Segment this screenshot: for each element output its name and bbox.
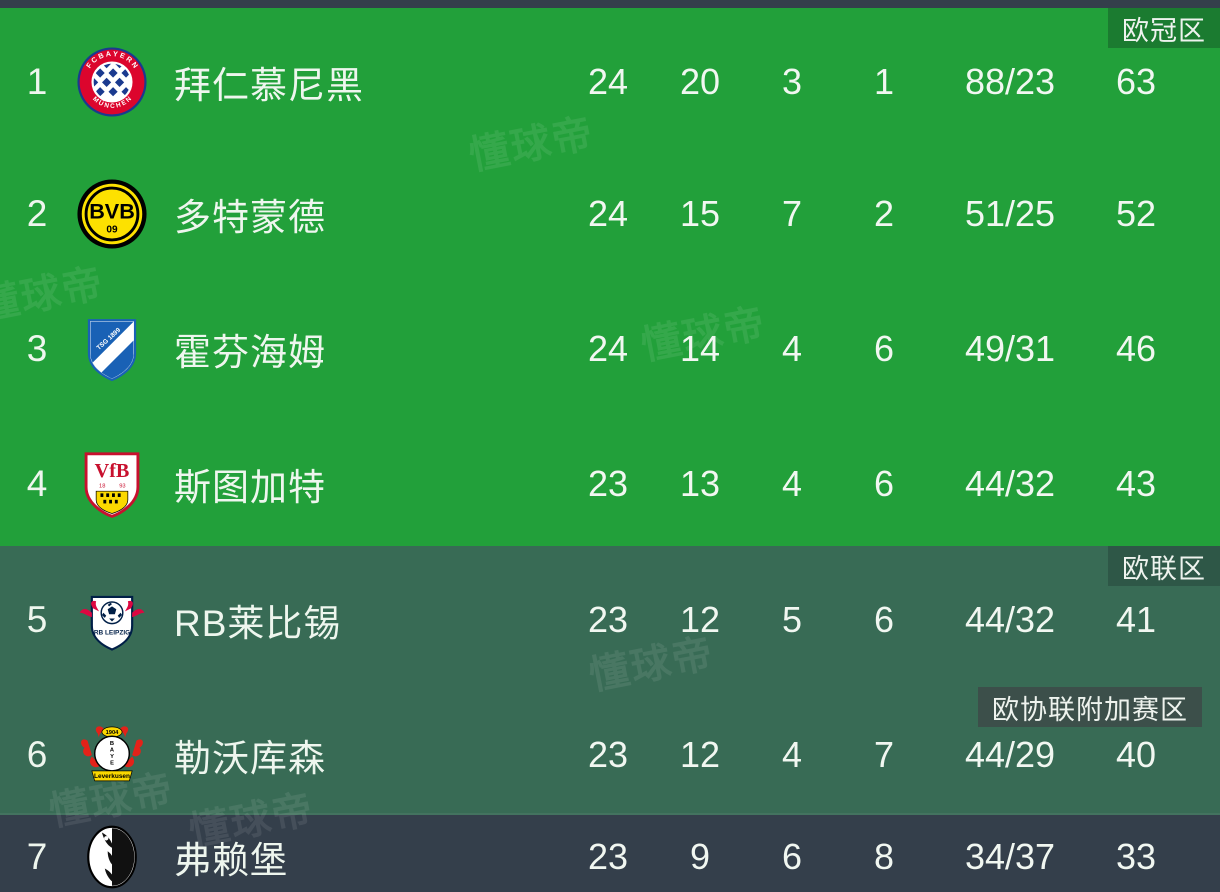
points: 33 [1115,836,1157,877]
matches-lost: 1 [873,60,895,102]
remaining-zone-band [0,815,1220,892]
rank-number: 4 [26,462,48,504]
matches-played: 23 [587,598,629,640]
rank-number: 2 [26,192,48,234]
svg-text:93: 93 [119,483,125,489]
svg-text:09: 09 [106,224,118,235]
goals-for-against: 88/23 [964,60,1056,102]
matches-drawn: 4 [781,327,803,369]
table-row[interactable]: 6 1904 B A Y E Leverkusen [0,687,1220,822]
team-name: 弗赖堡 [174,840,288,881]
svg-text:1904: 1904 [106,730,120,736]
matches-lost: 7 [873,733,895,775]
table-row[interactable]: 4 VfB 18 93 斯图加特 23 13 4 6 4 [0,416,1220,551]
matches-drawn: 3 [781,60,803,102]
svg-text:BVB: BVB [89,198,135,223]
vfb-stuttgart-crest: VfB 18 93 [74,446,150,522]
rank-number: 3 [26,327,48,369]
goals-for-against: 51/25 [964,192,1056,234]
matches-won: 12 [679,733,721,775]
svg-text:VfB: VfB [95,459,130,481]
matches-lost: 6 [873,598,895,640]
matches-played: 24 [587,60,629,102]
rank-number: 1 [26,60,48,102]
team-name: 勒沃库森 [174,737,326,779]
borussia-dortmund-crest: BVB 09 [74,176,150,252]
matches-drawn: 6 [781,836,803,877]
matches-lost: 2 [873,192,895,234]
matches-played: 23 [587,836,629,877]
points: 43 [1115,462,1157,504]
goals-for-against: 44/32 [964,598,1056,640]
matches-drawn: 4 [781,462,803,504]
europa-league-zone-band [0,546,1220,815]
matches-won: 20 [679,60,721,102]
rank-number: 7 [26,836,48,877]
zone-badge-europa-league: 欧联区 [1108,546,1220,586]
svg-text:E: E [110,760,114,766]
points: 40 [1115,733,1157,775]
champions-league-zone-band [0,8,1220,546]
rank-number: 5 [26,598,48,640]
matches-won: 12 [679,598,721,640]
table-row[interactable]: 2 BVB 09 多特蒙德 24 15 7 2 51/25 52 [0,146,1220,281]
matches-played: 24 [587,192,629,234]
bayer-leverkusen-crest: 1904 B A Y E Leverkusen [74,717,150,793]
bayern-munich-crest: F C B A Y E R N M Ü N C H E N [74,44,150,120]
matches-played: 24 [587,327,629,369]
team-name: 多特蒙德 [174,196,326,238]
matches-won: 13 [679,462,721,504]
zone-divider [0,813,1220,815]
team-name: 斯图加特 [174,466,326,508]
svg-text:Leverkusen: Leverkusen [94,773,130,780]
matches-drawn: 7 [781,192,803,234]
points: 41 [1115,598,1157,640]
svg-text:RB LEIPZIG: RB LEIPZIG [94,629,130,636]
table-row[interactable]: 7 弗赖堡 23 9 6 8 34/37 33 [0,822,1220,892]
matches-played: 23 [587,733,629,775]
matches-won: 9 [689,836,711,877]
goals-for-against: 44/29 [964,733,1056,775]
rank-number: 6 [26,733,48,775]
points: 46 [1115,327,1157,369]
svg-text:A: A [110,747,114,753]
table-row[interactable]: 1 [0,14,1220,149]
matches-drawn: 4 [781,733,803,775]
hoffenheim-crest: TSG 1899 Hoffenheim [74,311,150,387]
matches-won: 14 [679,327,721,369]
goals-for-against: 49/31 [964,327,1056,369]
matches-played: 23 [587,462,629,504]
table-row[interactable]: 3 TSG 1899 Hoffenheim 霍芬海姆 24 14 4 6 49/… [0,281,1220,416]
table-row[interactable]: 5 RB LEIPZIG [0,552,1220,687]
team-name: RB莱比锡 [174,602,342,644]
goals-for-against: 34/37 [964,836,1056,877]
zone-badge-champions-league: 欧冠区 [1108,8,1220,48]
matches-won: 15 [679,192,721,234]
sc-freiburg-crest [74,819,150,892]
matches-lost: 8 [873,836,895,877]
points: 52 [1115,192,1157,234]
team-name: 霍芬海姆 [174,331,326,373]
rb-leipzig-crest: RB LEIPZIG [74,582,150,658]
zone-badge-conference-playoff: 欧协联附加赛区 [978,687,1202,727]
matches-lost: 6 [873,327,895,369]
matches-lost: 6 [873,462,895,504]
matches-drawn: 5 [781,598,803,640]
svg-text:Y: Y [110,753,114,759]
goals-for-against: 44/32 [964,462,1056,504]
points: 63 [1115,60,1157,102]
svg-text:18: 18 [99,483,105,489]
team-name: 拜仁慕尼黑 [174,64,364,106]
top-strip [0,0,1220,8]
svg-text:B: B [110,740,114,746]
